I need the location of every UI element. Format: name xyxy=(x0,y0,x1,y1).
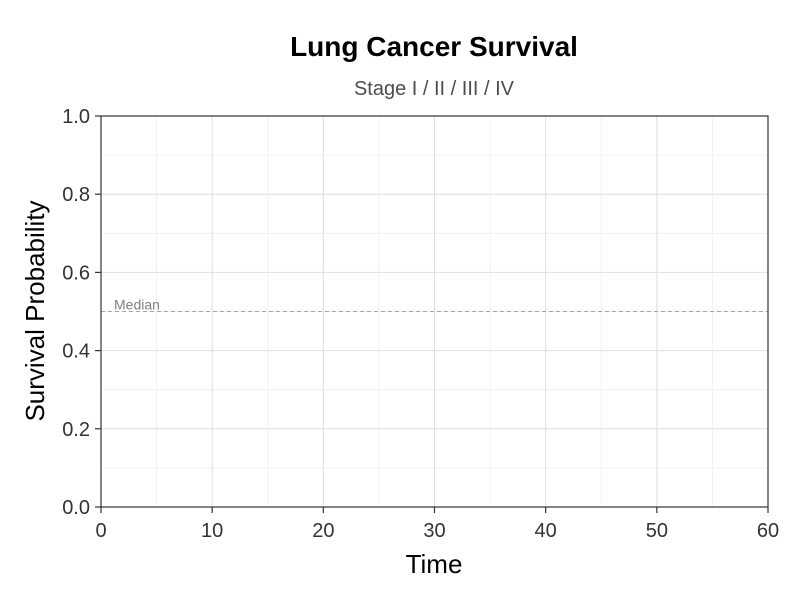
x-tick-label: 40 xyxy=(535,520,557,542)
y-tick-label: 0.8 xyxy=(62,184,90,206)
y-tick-label: 0.2 xyxy=(62,419,90,441)
x-tick-label: 0 xyxy=(95,520,106,542)
x-axis-ticks: 0 10 20 30 40 50 60 xyxy=(95,507,779,542)
x-tick-label: 30 xyxy=(423,520,445,542)
x-tick-label: 50 xyxy=(646,520,668,542)
y-tick-label: 0.4 xyxy=(62,341,90,363)
x-tick-label: 60 xyxy=(757,520,779,542)
chart-title: Lung Cancer Survival xyxy=(290,31,578,62)
y-axis-ticks: 0.0 0.2 0.4 0.6 0.8 1.0 xyxy=(62,106,101,519)
x-axis-title: Time xyxy=(406,549,463,579)
y-tick-label: 0.6 xyxy=(62,262,90,284)
x-tick-label: 10 xyxy=(201,520,223,542)
y-tick-label: 1.0 xyxy=(62,106,90,128)
reference-lines: Median xyxy=(101,297,768,313)
x-tick-label: 20 xyxy=(312,520,334,542)
y-axis-title: Survival Probability xyxy=(20,200,50,421)
chart-subtitle: Stage I / II / III / IV xyxy=(354,78,515,100)
median-label: Median xyxy=(114,297,160,313)
y-tick-label: 0.0 xyxy=(62,497,90,519)
